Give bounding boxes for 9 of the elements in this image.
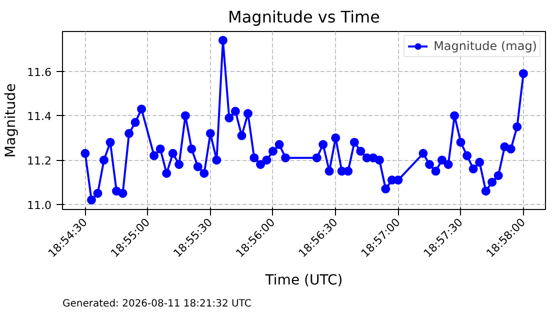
y-tick-label: 11.4 <box>27 110 52 124</box>
y-tick-label: 11.2 <box>27 154 52 168</box>
y-tick-label: 11.0 <box>27 198 52 212</box>
y-axis-title: Magnitude <box>3 83 20 158</box>
text: Generated: 2026-08-11 18:21:32 UTC <box>62 298 252 310</box>
x-axis-title: Time (UTC) <box>264 272 343 289</box>
y-tick-label: 11.6 <box>27 66 52 79</box>
legend-label: Magnitude (mag) <box>434 39 537 53</box>
chart-title: Magnitude vs Time <box>228 8 380 26</box>
